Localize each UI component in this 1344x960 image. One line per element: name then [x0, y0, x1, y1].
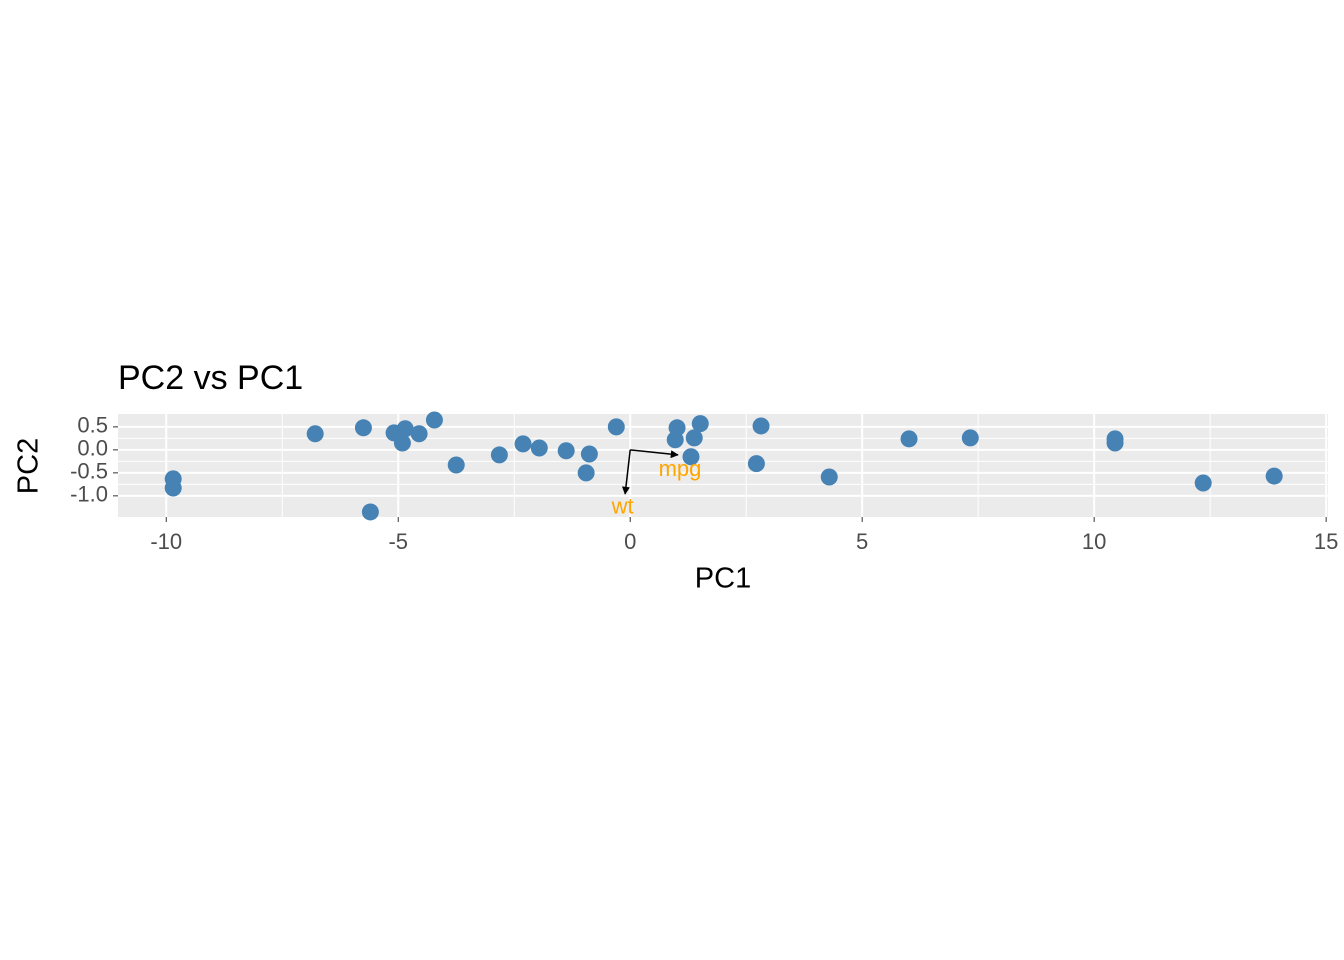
loading-arrow: [630, 449, 679, 459]
point: [682, 448, 700, 466]
point: [410, 425, 428, 443]
point: [425, 411, 443, 429]
loading-label: wt: [611, 494, 634, 519]
point: [306, 425, 324, 443]
point: [393, 434, 411, 452]
point: [1265, 467, 1283, 485]
point: [900, 430, 918, 448]
point: [396, 420, 414, 438]
point: [691, 415, 709, 433]
point: [361, 503, 379, 521]
point: [490, 446, 508, 464]
x-tick-label: -5: [388, 529, 408, 554]
loading-label: mpg: [659, 456, 702, 481]
y-tick-label: 0.0: [77, 436, 108, 461]
point: [530, 439, 548, 457]
chart-title: PC2 vs PC1: [118, 359, 303, 397]
x-tick-label: 15: [1314, 529, 1338, 554]
x-axis-title: PC1: [695, 563, 751, 595]
point: [164, 479, 182, 497]
x-tick-label: 5: [856, 529, 868, 554]
point: [752, 417, 770, 435]
y-tick-label: -0.5: [70, 459, 108, 484]
panel: [118, 414, 1328, 517]
point: [1194, 474, 1212, 492]
loading-arrow: [621, 449, 631, 495]
point: [577, 464, 595, 482]
point: [557, 442, 575, 460]
point: [354, 419, 372, 437]
x-tick-label: 0: [624, 529, 636, 554]
point: [666, 431, 684, 449]
point: [514, 435, 532, 453]
x-tick-label: 10: [1082, 529, 1106, 554]
point: [607, 418, 625, 436]
point: [447, 456, 465, 474]
point: [961, 429, 979, 447]
y-axis-title: PC2: [13, 438, 45, 494]
y-tick-label: -1.0: [70, 482, 108, 507]
y-tick-label: 0.5: [77, 413, 108, 438]
point: [820, 468, 838, 486]
point: [685, 429, 703, 447]
point: [580, 445, 598, 463]
point: [747, 455, 765, 473]
x-tick-label: -10: [150, 529, 182, 554]
point: [1106, 434, 1124, 452]
